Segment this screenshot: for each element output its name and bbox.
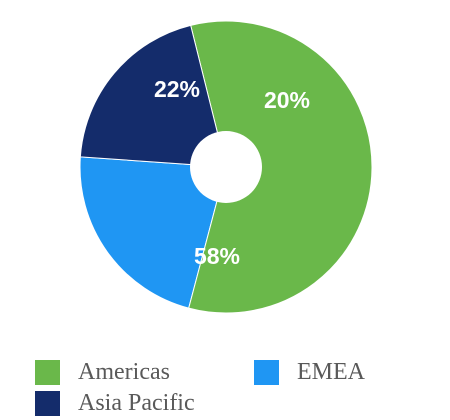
slice-americas [188,20,373,314]
legend-item-asia-pacific: Asia Pacific [35,389,195,417]
legend-label-americas: Americas [78,359,170,385]
legend-item-emea: EMEA [254,358,365,386]
legend-label-emea: EMEA [297,359,365,385]
legend-item-americas: Americas [35,358,170,386]
slice-emea [79,156,227,309]
slices-layer [79,20,373,314]
legend-label-asia-pacific: Asia Pacific [78,390,195,416]
donut-chart: 58% 22% 20% [79,20,373,314]
slice-label-emea: 22% [154,76,200,102]
slice-label-americas: 58% [194,243,240,269]
legend-swatch-asia-pacific [35,390,60,416]
slice-asia-pacific [79,24,227,168]
legend-swatch-emea [254,359,279,385]
labels-layer: 58% 22% 20% [154,76,310,269]
donut-hole [190,131,262,203]
slice-label-asia-pacific: 20% [264,87,310,113]
legend-swatch-americas [35,359,60,385]
